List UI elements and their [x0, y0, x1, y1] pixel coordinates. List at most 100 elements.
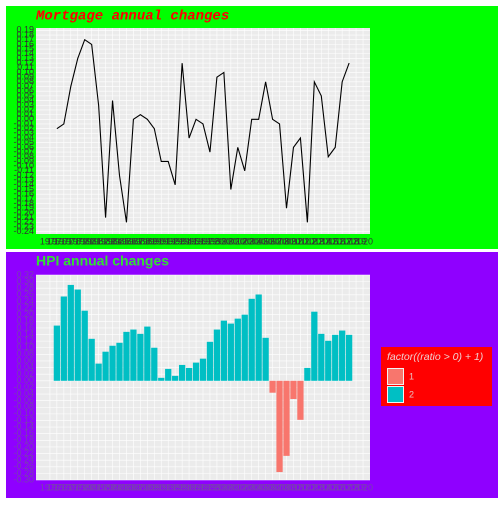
y-tick-label: -0.30	[13, 474, 34, 484]
x-tick-label: 1990	[144, 482, 164, 492]
y-tick-label: 0.01	[16, 109, 34, 119]
x-tick-label: 1992	[158, 482, 178, 492]
y-tick-label: -0.08	[13, 402, 34, 412]
x-tick-label: 2003	[235, 482, 255, 492]
x-tick-label: 1996	[186, 236, 206, 246]
y-tick-label: -0.14	[13, 179, 34, 189]
x-tick-label: 2002	[228, 482, 248, 492]
x-tick-label: 2005	[249, 482, 269, 492]
bar	[339, 330, 346, 381]
bar	[220, 320, 228, 381]
x-tick-label: 1987	[123, 236, 143, 246]
x-tick-label: 1976	[47, 482, 67, 492]
y-tick-label: -0.28	[13, 468, 34, 478]
y-tick-label: -0.26	[13, 461, 34, 471]
x-tick-label: 1998	[200, 236, 220, 246]
x-tick-label: 1984	[103, 236, 123, 246]
bar	[95, 363, 102, 381]
x-tick-label: 1988	[130, 482, 150, 492]
bar	[185, 367, 193, 381]
y-tick-label: -0.19	[13, 203, 34, 213]
x-tick-label: 2017	[332, 236, 352, 246]
bar	[332, 334, 339, 381]
x-tick-label: 1998	[200, 482, 220, 492]
x-tick-label: 2012	[297, 236, 317, 246]
bar	[165, 368, 172, 381]
y-tick-label: -0.24	[13, 226, 34, 236]
bar	[109, 345, 116, 381]
chart-title: HPI annual changes	[36, 253, 169, 269]
bar	[102, 351, 109, 381]
y-tick-label: -0.16	[13, 428, 34, 438]
bar	[241, 314, 248, 381]
bar	[123, 331, 130, 381]
y-tick-label: 0.24	[16, 296, 34, 306]
y-tick-label: 0.11	[17, 62, 34, 72]
x-tick-label: 2007	[263, 236, 283, 246]
x-tick-label: 2016	[325, 482, 345, 492]
x-tick-label: 1986	[116, 482, 136, 492]
y-tick-label: 0.30	[16, 276, 34, 286]
x-tick-label: 1989	[137, 482, 157, 492]
bar	[81, 310, 88, 381]
x-tick-label: 2002	[228, 236, 248, 246]
y-tick-label: -0.24	[13, 455, 34, 465]
y-tick-label: -0.02	[13, 382, 34, 392]
x-tick-label: 2001	[221, 236, 241, 246]
bar	[199, 358, 207, 381]
bar	[60, 296, 67, 381]
y-tick-label: 0.09	[16, 72, 34, 82]
x-tick-label: 1975	[40, 236, 60, 246]
legend-label: 2	[409, 389, 414, 399]
y-tick-label: -0.21	[13, 212, 34, 222]
bar	[74, 289, 81, 381]
x-tick-label: 1980	[75, 236, 95, 246]
bar	[53, 325, 61, 381]
y-tick-label: 0.02	[16, 104, 34, 114]
x-tick-label: 1997	[193, 482, 213, 492]
bar	[345, 334, 353, 381]
x-tick-label: 2000	[214, 482, 234, 492]
y-tick-label: 0.12	[16, 336, 34, 346]
x-tick-label: 2014	[311, 236, 331, 246]
bar	[213, 329, 221, 381]
legend-swatch	[388, 369, 403, 384]
chart-title: Mortgage annual changes	[35, 9, 229, 25]
x-tick-label: 2011	[291, 236, 310, 246]
x-tick-label: 1982	[89, 236, 109, 246]
x-tick-label: 2015	[318, 236, 338, 246]
y-tick-label: 0.05	[16, 90, 34, 100]
y-tick-label: 0.08	[16, 349, 34, 359]
x-tick-label: 1977	[54, 482, 74, 492]
x-tick-label: 2006	[256, 482, 276, 492]
bar	[290, 380, 297, 399]
x-tick-label: 2014	[311, 482, 331, 492]
legend-title: factor((ratio > 0) + 1)	[387, 351, 483, 363]
legend-swatch	[388, 387, 403, 402]
y-tick-label: -0.14	[13, 421, 34, 431]
x-tick-label: 1995	[179, 482, 199, 492]
y-tick-label: -0.10	[13, 408, 34, 418]
y-tick-label: 0.07	[16, 81, 34, 91]
x-tick-label: 1986	[116, 236, 136, 246]
y-tick-label: 0.13	[16, 53, 34, 63]
x-tick-label: 1980	[75, 482, 95, 492]
bar	[151, 347, 158, 381]
bar	[234, 318, 241, 381]
x-tick-label: 1999	[207, 236, 227, 246]
y-tick-label: -0.08	[13, 151, 34, 161]
y-tick-label: -0.01	[13, 118, 34, 128]
x-tick-label: 2004	[242, 482, 262, 492]
y-tick-label: -0.07	[13, 146, 34, 156]
x-tick-label: 1976	[47, 236, 67, 246]
x-tick-label: 1995	[179, 236, 199, 246]
x-tick-label: 2003	[235, 236, 255, 246]
x-tick-label: 1992	[158, 236, 178, 246]
bar	[311, 311, 318, 381]
y-tick-label: 0.04	[16, 362, 34, 372]
legend-label: 1	[409, 371, 414, 381]
x-tick-label: 2005	[249, 236, 269, 246]
x-tick-label: 1979	[68, 482, 88, 492]
x-tick-label: 2020	[353, 236, 373, 246]
bar	[116, 342, 123, 381]
